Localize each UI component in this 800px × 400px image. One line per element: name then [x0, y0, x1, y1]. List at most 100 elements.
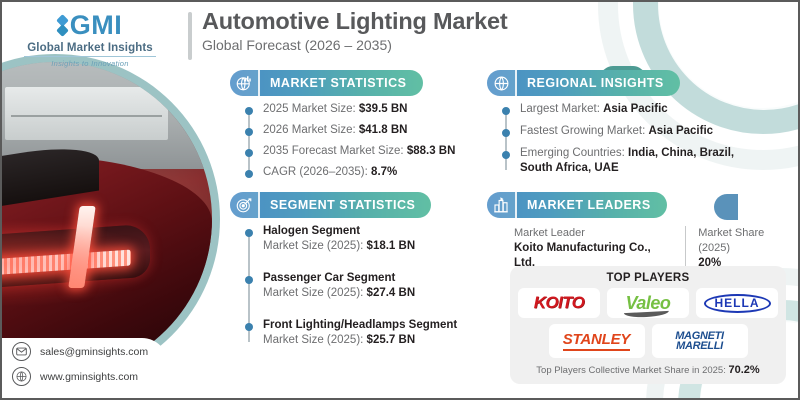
list-item: Emerging Countries: India, China, Brazil… — [502, 146, 785, 176]
bullet-icon — [245, 149, 253, 157]
segment-label: Market Size (2025): — [263, 334, 367, 346]
bullet-icon — [245, 107, 253, 115]
list-spine — [248, 108, 250, 174]
region-label: Largest Market: — [520, 103, 604, 115]
envelope-icon — [12, 342, 31, 361]
contact-footer: sales@gminsights.com www.gminsights.com — [2, 338, 168, 390]
vertical-divider — [685, 226, 687, 271]
bullet-icon — [502, 151, 510, 159]
list-item: Halogen Segment Market Size (2025): $18.… — [245, 224, 498, 254]
player-logo-valeo[interactable]: Valeo — [607, 288, 689, 318]
globe-chart-icon — [230, 70, 260, 96]
globe-icon — [487, 70, 517, 96]
top-players-title: TOP PLAYERS — [606, 272, 690, 284]
logo-initials: GMI — [69, 10, 123, 40]
hella-logo-text: HELLA — [703, 293, 771, 313]
bullet-icon — [245, 128, 253, 136]
bullet-icon — [245, 229, 253, 237]
market-share-label: Market Share (2025) — [698, 227, 765, 254]
stat-value: $39.5 BN — [358, 103, 408, 115]
list-item: Front Lighting/Headlamps Segment Market … — [245, 318, 498, 348]
bullet-icon — [502, 129, 510, 137]
top-players-footer: Top Players Collective Market Share in 2… — [518, 364, 778, 376]
list-spine — [505, 108, 507, 170]
bullet-icon — [245, 276, 253, 284]
segment-statistics-list: Halogen Segment Market Size (2025): $18.… — [245, 224, 498, 348]
photo-window — [4, 87, 169, 141]
badge-regional-insights[interactable]: REGIONAL INSIGHTS — [487, 70, 680, 96]
photo-window-rail — [11, 115, 162, 118]
badge-label: REGIONAL INSIGHTS — [527, 76, 664, 90]
magneti-line-2: MARELLI — [676, 340, 723, 352]
stat-label: 2026 Market Size: — [263, 124, 359, 136]
list-item: 2035 Forecast Market Size: $88.3 BN — [245, 144, 478, 159]
decorative-dot-right — [714, 194, 738, 220]
stanley-logo-text: STANLEY — [562, 331, 630, 351]
market-leader-label: Market Leader — [514, 227, 585, 239]
segment-title: Passenger Car Segment — [263, 272, 396, 284]
list-item: Fastest Growing Market: Asia Pacific — [502, 124, 785, 139]
list-item: CAGR (2026–2035): 8.7% — [245, 165, 478, 180]
region-label: Emerging Countries: — [520, 147, 629, 159]
badge-market-statistics[interactable]: MARKET STATISTICS — [230, 70, 423, 96]
player-logo-hella[interactable]: HELLA — [696, 288, 778, 318]
region-value: Asia Pacific — [603, 103, 668, 115]
collective-share-value: 70.2% — [728, 364, 760, 376]
market-statistics-list: 2025 Market Size: $39.5 BN 2026 Market S… — [245, 102, 478, 180]
collective-share-label: Top Players Collective Market Share in 2… — [536, 365, 729, 376]
title-block: Automotive Lighting Market Global Foreca… — [188, 8, 748, 60]
globe-icon — [12, 367, 31, 386]
list-item: Largest Market: Asia Pacific — [502, 102, 785, 117]
bullet-icon — [245, 323, 253, 331]
diamond-icon — [55, 14, 69, 37]
bullet-icon — [502, 107, 510, 115]
badge-market-leaders[interactable]: MARKET LEADERS — [487, 192, 667, 218]
market-leader-row: Market Leader Koito Manufacturing Co., L… — [514, 226, 798, 271]
segment-title: Halogen Segment — [263, 225, 361, 237]
list-item: 2025 Market Size: $39.5 BN — [245, 102, 478, 117]
player-logo-magneti-marelli[interactable]: MAGNETI MARELLI — [651, 324, 748, 358]
badge-label: MARKET LEADERS — [527, 198, 651, 212]
badge-label: MARKET STATISTICS — [270, 76, 407, 90]
podium-icon — [487, 192, 517, 218]
valeo-logo-text: Valeo — [625, 292, 671, 313]
magneti-marelli-logo-text: MAGNETI MARELLI — [675, 330, 724, 352]
market-leader-cell: Market Leader Koito Manufacturing Co., L… — [514, 226, 673, 271]
segment-value: $18.1 BN — [366, 240, 416, 252]
segment-title: Front Lighting/Headlamps Segment — [263, 319, 458, 331]
player-logo-koito[interactable]: KOITO — [518, 288, 600, 318]
region-value: Asia Pacific — [648, 125, 714, 137]
stat-value: $41.8 BN — [358, 124, 408, 136]
logo-divider — [24, 56, 156, 57]
segment-label: Market Size (2025): — [263, 287, 367, 299]
player-logo-stanley[interactable]: STANLEY — [548, 324, 645, 358]
stat-value: $88.3 BN — [406, 145, 456, 157]
contact-website-row[interactable]: www.gminsights.com — [12, 367, 168, 386]
badge-segment-statistics[interactable]: SEGMENT STATISTICS — [230, 192, 432, 218]
top-players-row-1: KOITO Valeo HELLA — [518, 288, 778, 318]
page-title: Automotive Lighting Market — [202, 8, 508, 34]
region-label: Fastest Growing Market: — [520, 125, 649, 137]
photo-light-glow — [2, 219, 162, 307]
target-dart-icon — [230, 192, 260, 218]
logo-mark: GMI — [10, 10, 170, 41]
page-subtitle: Global Forecast (2026 – 2035) — [202, 37, 392, 53]
contact-website: www.gminsights.com — [40, 370, 139, 383]
stat-label: CAGR (2026–2035): — [263, 166, 372, 178]
segment-value: $27.4 BN — [366, 287, 416, 299]
segment-label: Market Size (2025): — [263, 240, 367, 252]
top-players-panel: TOP PLAYERS KOITO Valeo HELLA STANLEY MA… — [510, 266, 786, 384]
region-value: India, China, Brazil, South Africa, UAE — [520, 147, 735, 174]
contact-email-row[interactable]: sales@gminsights.com — [12, 342, 168, 361]
stat-label: 2025 Market Size: — [263, 103, 359, 115]
car-taillight-photo — [2, 62, 212, 376]
stat-label: 2035 Forecast Market Size: — [263, 145, 407, 157]
contact-email: sales@gminsights.com — [40, 345, 149, 358]
logo-company-name: Global Market Insights — [27, 42, 153, 54]
regional-insights-list: Largest Market: Asia Pacific Fastest Gro… — [502, 102, 785, 176]
logo-tagline: Insights to Innovation — [51, 59, 129, 68]
stat-value: 8.7% — [371, 166, 398, 178]
list-spine — [248, 230, 250, 342]
top-players-row-2: STANLEY MAGNETI MARELLI — [518, 324, 778, 358]
